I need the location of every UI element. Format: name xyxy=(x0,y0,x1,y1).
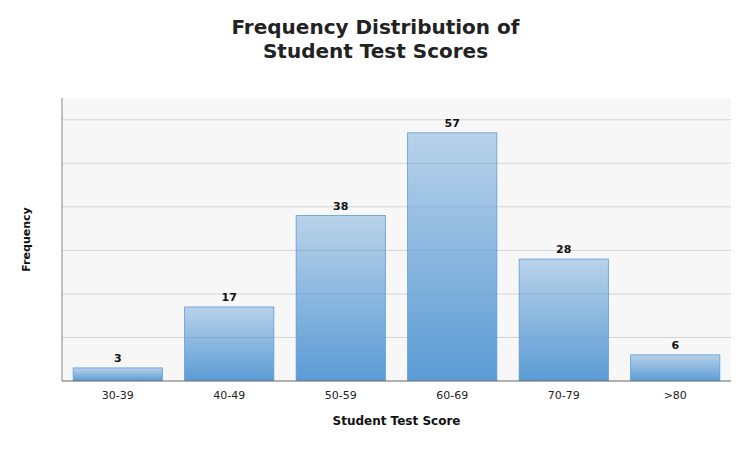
bar xyxy=(296,216,385,381)
x-tick-label: 70-79 xyxy=(548,389,580,402)
bars xyxy=(73,133,720,381)
data-label: 3 xyxy=(114,352,122,365)
x-tick-label: 60-69 xyxy=(436,389,468,402)
bar xyxy=(73,368,162,381)
grid-line xyxy=(62,119,731,120)
data-label: 17 xyxy=(222,291,237,304)
x-tick-label: >80 xyxy=(664,389,687,402)
chart-title: Frequency Distribution ofStudent Test Sc… xyxy=(231,15,519,63)
grid-line xyxy=(62,250,731,251)
chart-svg: Frequency Distribution ofStudent Test Sc… xyxy=(0,0,751,451)
y-axis-line xyxy=(62,98,63,381)
data-label: 28 xyxy=(556,243,571,256)
x-tick-label: 30-39 xyxy=(102,389,134,402)
bar xyxy=(519,259,608,381)
x-tick-label: 40-49 xyxy=(213,389,245,402)
data-label: 38 xyxy=(333,200,348,213)
grid-line xyxy=(62,337,731,338)
x-tick-label: 50-59 xyxy=(325,389,357,402)
plot-background xyxy=(62,98,731,381)
grid-line xyxy=(62,293,731,294)
y-axis-title: Frequency xyxy=(20,207,33,271)
bar xyxy=(408,133,497,381)
x-axis-title: Student Test Score xyxy=(333,414,461,428)
chart-container: Frequency Distribution ofStudent Test Sc… xyxy=(0,0,751,451)
x-axis-line xyxy=(62,381,731,382)
bar xyxy=(631,355,720,381)
bar xyxy=(185,307,274,381)
data-label: 57 xyxy=(445,117,460,130)
grid-line xyxy=(62,163,731,164)
data-label: 6 xyxy=(671,339,679,352)
grid-line xyxy=(62,206,731,207)
